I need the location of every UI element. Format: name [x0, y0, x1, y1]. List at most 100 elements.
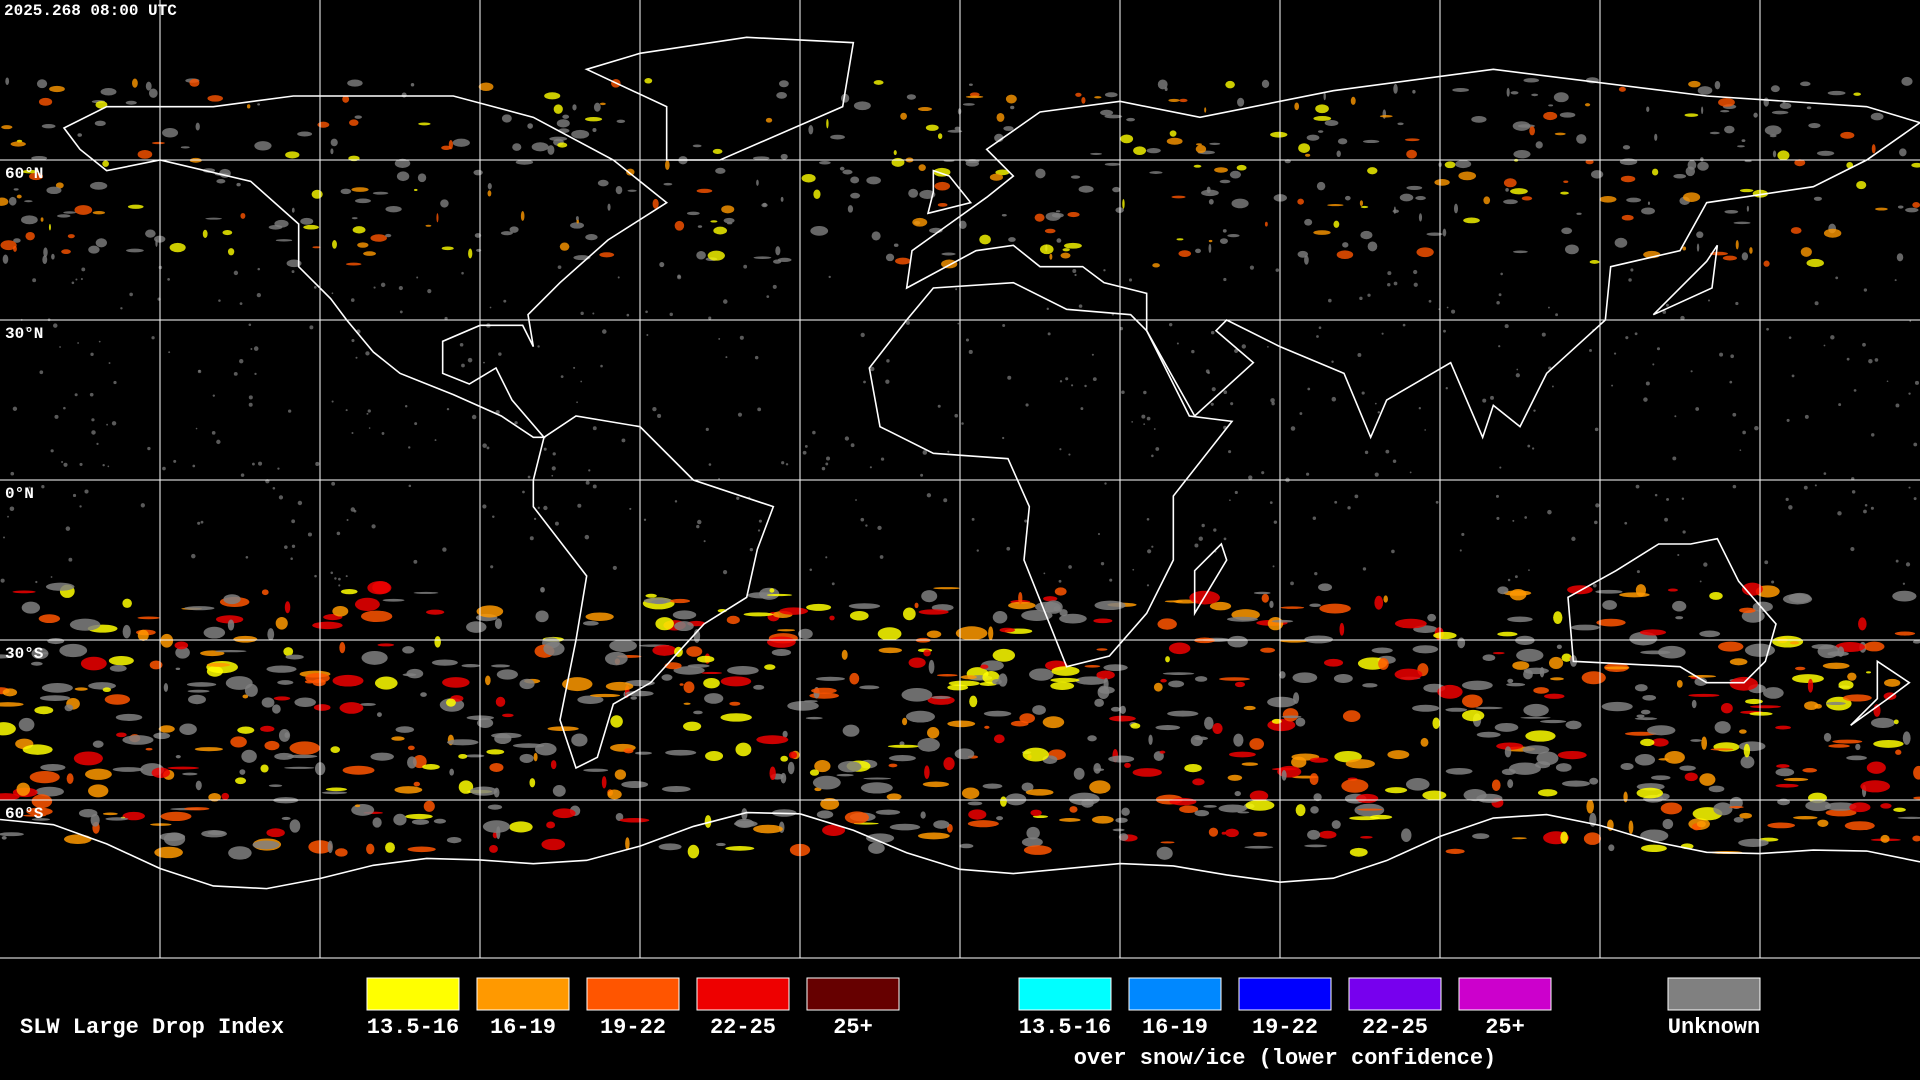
cloud-pixel: [1763, 260, 1770, 267]
cloud-pixel: [967, 801, 983, 806]
cloud-pixel: [1393, 83, 1398, 94]
cloud-pixel: [917, 832, 950, 840]
cloud-pixel: [855, 499, 857, 501]
cloud-pixel: [908, 657, 926, 668]
cloud-pixel: [1515, 373, 1520, 378]
cloud-pixel: [148, 88, 158, 98]
cloud-pixel: [366, 412, 369, 415]
cloud-pixel: [1169, 130, 1177, 137]
cloud-pixel: [1783, 777, 1809, 782]
cloud-pixel: [1543, 111, 1558, 121]
cloud-pixel: [537, 506, 540, 509]
cloud-pixel: [1559, 112, 1576, 118]
cloud-pixel: [1628, 820, 1634, 834]
cloud-pixel: [274, 219, 289, 228]
cloud-pixel: [339, 642, 346, 654]
cloud-pixel: [1499, 466, 1502, 469]
cloud-pixel: [1840, 131, 1855, 139]
cloud-pixel: [277, 467, 280, 470]
cloud-pixel: [1226, 616, 1258, 622]
cloud-pixel: [924, 765, 930, 780]
cloud-pixel: [1714, 80, 1721, 90]
cloud-pixel: [440, 199, 449, 208]
cloud-pixel: [749, 548, 754, 552]
cloud-pixel: [367, 581, 392, 595]
cloud-pixel: [813, 189, 821, 200]
cloud-pixel: [1871, 144, 1876, 154]
cloud-pixel: [1413, 282, 1418, 287]
cloud-pixel: [1806, 258, 1824, 268]
cloud-pixel: [102, 812, 118, 816]
cloud-pixel: [1589, 349, 1592, 352]
cloud-pixel: [396, 171, 410, 182]
cloud-pixel: [1589, 260, 1600, 264]
cloud-pixel: [1753, 112, 1758, 118]
cloud-pixel: [111, 421, 117, 426]
cloud-pixel: [549, 136, 568, 142]
cloud-pixel: [1870, 112, 1884, 121]
cloud-pixel: [623, 748, 634, 754]
cloud-pixel: [1735, 240, 1739, 250]
cloud-pixel: [1676, 680, 1683, 688]
cloud-pixel: [174, 641, 189, 650]
cloud-pixel: [1772, 635, 1804, 648]
cloud-pixel: [816, 810, 834, 819]
cloud-pixel: [573, 366, 576, 369]
cloud-pixel: [941, 252, 956, 256]
cloud-pixel: [1729, 806, 1744, 809]
cloud-pixel: [657, 413, 662, 418]
cloud-pixel: [1471, 116, 1487, 123]
cloud-pixel: [1513, 149, 1531, 159]
cloud-pixel: [1060, 252, 1071, 259]
cloud-pixel: [61, 460, 64, 463]
cloud-pixel: [407, 745, 415, 751]
cloud-pixel: [1367, 241, 1378, 252]
cloud-pixel: [1359, 296, 1363, 301]
cloud-pixel: [1347, 506, 1351, 510]
cloud-pixel: [495, 696, 506, 707]
cloud-pixel: [1374, 595, 1384, 610]
cloud-pixel: [1560, 831, 1568, 844]
cloud-pixel: [1496, 516, 1500, 520]
cloud-pixel: [1065, 377, 1069, 381]
cloud-pixel: [1212, 722, 1223, 735]
cloud-pixel: [22, 169, 38, 174]
cloud-pixel: [601, 776, 607, 789]
cloud-pixel: [478, 82, 494, 91]
cloud-pixel: [1463, 217, 1480, 224]
cloud-pixel: [1310, 806, 1319, 814]
cloud-pixel: [354, 115, 362, 119]
cloud-pixel: [1749, 247, 1753, 254]
cloud-pixel: [1750, 705, 1781, 709]
cloud-pixel: [1171, 195, 1186, 199]
cloud-pixel: [1360, 835, 1373, 839]
cloud-pixel: [458, 780, 474, 794]
cloud-pixel: [286, 259, 302, 268]
cloud-pixel: [444, 316, 448, 321]
cloud-pixel: [1911, 162, 1920, 168]
cloud-pixel: [1893, 719, 1899, 725]
cloud-pixel: [1870, 717, 1895, 729]
cloud-pixel: [926, 630, 942, 639]
cloud-pixel: [1749, 711, 1773, 716]
cloud-pixel: [137, 616, 160, 620]
cloud-pixel: [1094, 96, 1102, 99]
cloud-pixel: [943, 757, 955, 771]
cloud-pixel: [1691, 699, 1697, 709]
cloud-pixel: [126, 248, 144, 253]
cloud-pixel: [1364, 450, 1369, 455]
cloud-pixel: [933, 587, 961, 590]
cloud-pixel: [1679, 765, 1696, 771]
cloud-pixel: [701, 671, 723, 675]
cloud-pixel: [1656, 347, 1661, 351]
cloud-pixel: [1357, 353, 1362, 357]
cloud-pixel: [527, 123, 533, 129]
cloud-pixel: [1654, 493, 1658, 497]
cloud-pixel: [261, 589, 269, 596]
cloud-pixel: [886, 359, 890, 363]
cloud-pixel: [1055, 210, 1061, 213]
cloud-pixel: [108, 362, 111, 364]
cloud-pixel: [599, 102, 606, 106]
cloud-pixel: [352, 226, 366, 234]
cloud-pixel: [335, 848, 348, 857]
